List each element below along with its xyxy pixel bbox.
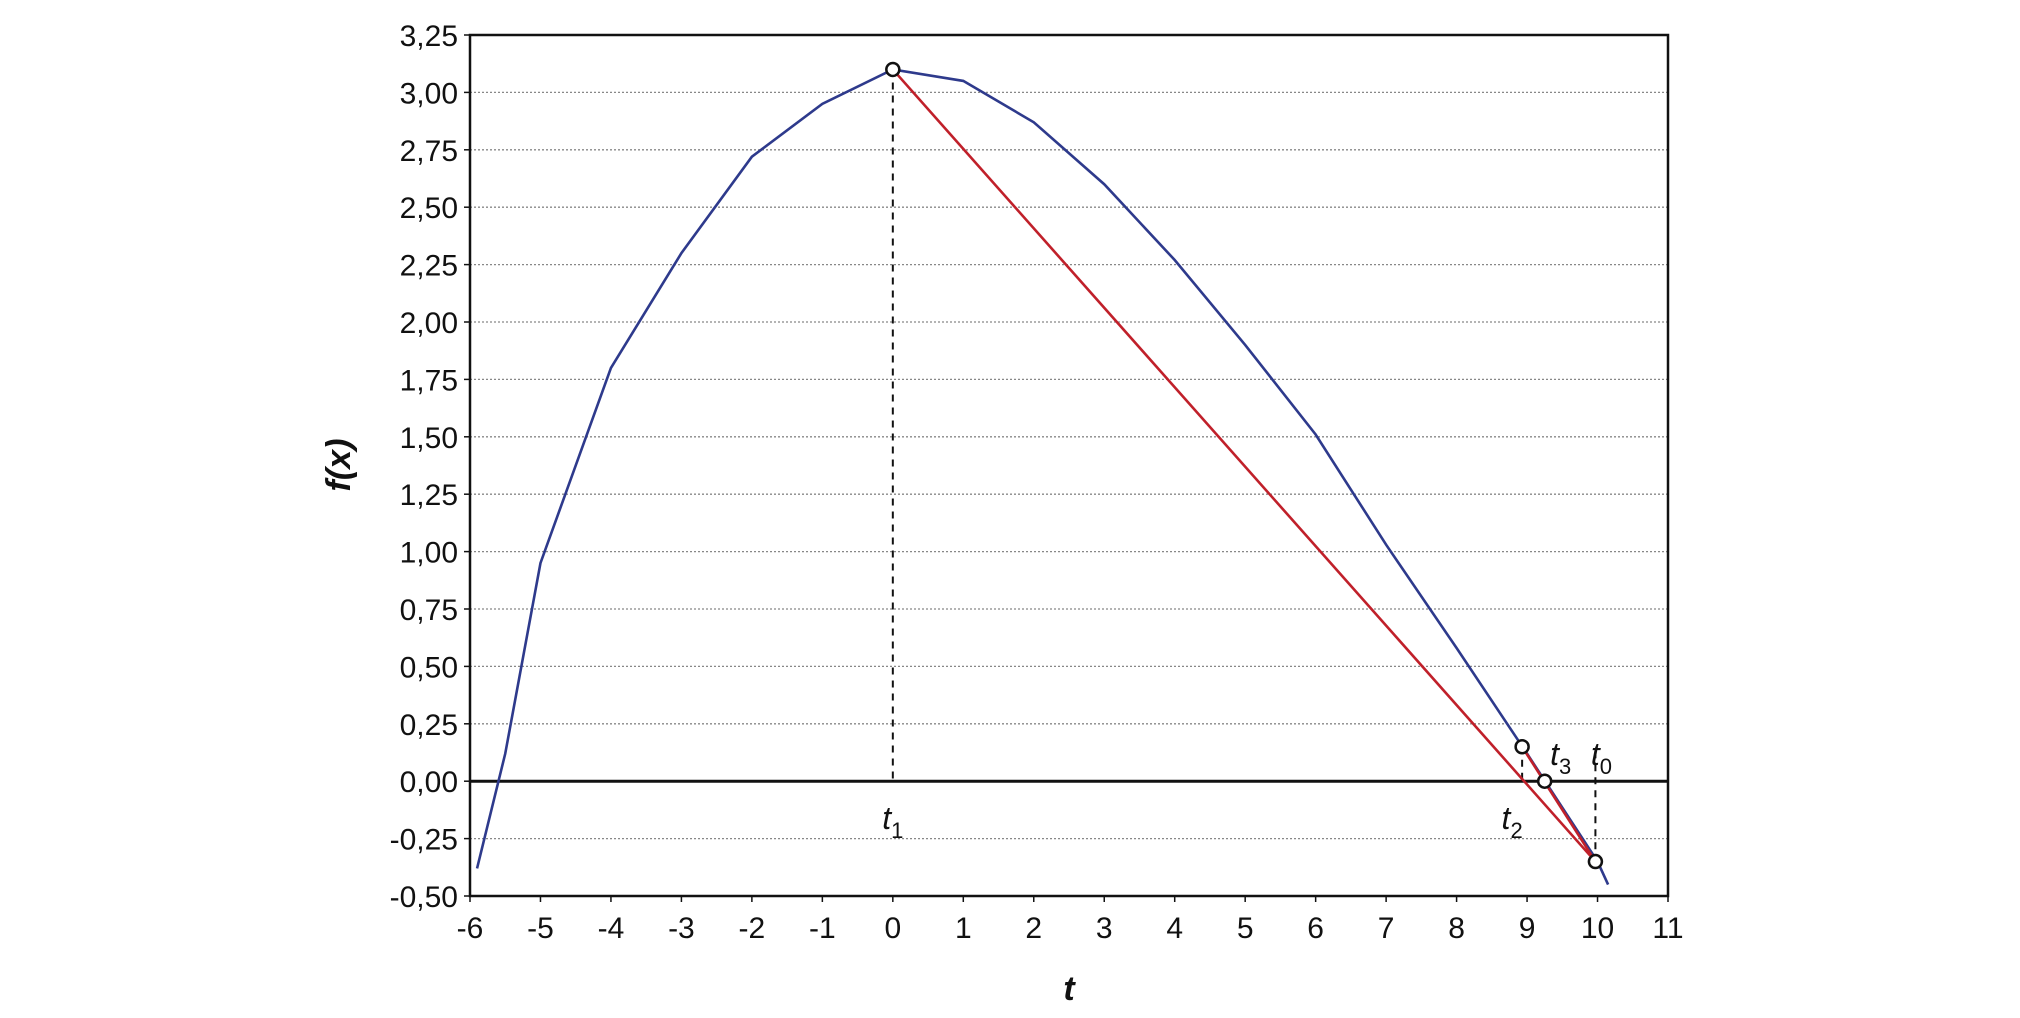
x-tick-label: 5 — [1237, 912, 1254, 945]
y-tick-label: -0,50 — [390, 881, 458, 914]
point — [885, 61, 901, 78]
y-tick-label: 1,75 — [400, 364, 458, 397]
y-tick-label: 2,50 — [400, 192, 458, 225]
plot-frame — [468, 33, 1670, 898]
annotation: t0 — [1591, 736, 1612, 779]
annotation-subscript: 1 — [891, 818, 903, 843]
x-tick-label: 7 — [1378, 912, 1395, 945]
y-tick-label: 3,00 — [400, 77, 458, 110]
x-tick-label: -6 — [457, 912, 484, 945]
x-tick-label: 8 — [1448, 912, 1465, 945]
y-tick-label: 1,50 — [400, 422, 458, 455]
y-tick-label: 1,00 — [400, 537, 458, 570]
x-tick-label: 2 — [1025, 912, 1042, 945]
annotation: t3 — [1550, 736, 1571, 779]
y-tick-label: 1,25 — [400, 479, 458, 512]
x-tick-label: -3 — [668, 912, 695, 945]
x-tick-label: 6 — [1307, 912, 1324, 945]
line — [1521, 746, 1597, 863]
x-tick-label: -4 — [598, 912, 625, 945]
point — [1514, 739, 1530, 755]
y-tick-label: 0,75 — [400, 594, 458, 627]
annotation-subscript: 3 — [1559, 754, 1571, 779]
x-tick-label: 4 — [1166, 912, 1183, 945]
y-tick-label: 0,25 — [400, 709, 458, 742]
x-tick-label: 0 — [884, 912, 901, 945]
y-tick-label: 0,50 — [400, 651, 458, 684]
x-tick-label: 9 — [1519, 912, 1536, 945]
annotation-text: t — [1550, 736, 1560, 772]
annotation-text: t — [1591, 736, 1601, 772]
y-tick-label: -0,25 — [390, 824, 458, 857]
y-tick-label: 2,25 — [400, 250, 458, 283]
line — [475, 68, 1610, 886]
x-tick-label: -1 — [809, 912, 836, 945]
x-tick-label: 1 — [955, 912, 972, 945]
annotation: t1 — [882, 800, 903, 843]
line — [891, 68, 1597, 863]
point — [1587, 853, 1604, 870]
annotation-text: t — [882, 800, 892, 836]
y-tick-label: 3,25 — [400, 20, 458, 53]
x-tick-label: -5 — [527, 912, 554, 945]
annotation-subscript: 0 — [1600, 754, 1612, 779]
y-tick-label: 2,00 — [400, 307, 458, 340]
x-axis-label: t — [1063, 970, 1076, 1008]
point — [1536, 773, 1553, 789]
annotation-subscript: 2 — [1510, 818, 1522, 843]
y-tick-label: 0,00 — [400, 766, 458, 799]
x-tick-label: 3 — [1096, 912, 1113, 945]
x-tick-label: 11 — [1652, 912, 1683, 945]
annotation-text: t — [1502, 800, 1512, 836]
y-axis-label: f(x) — [320, 439, 358, 492]
x-tick-label: 10 — [1581, 912, 1614, 945]
annotation: t2 — [1502, 800, 1523, 843]
y-tick-label: 2,75 — [400, 135, 458, 168]
x-tick-label: -2 — [739, 912, 766, 945]
